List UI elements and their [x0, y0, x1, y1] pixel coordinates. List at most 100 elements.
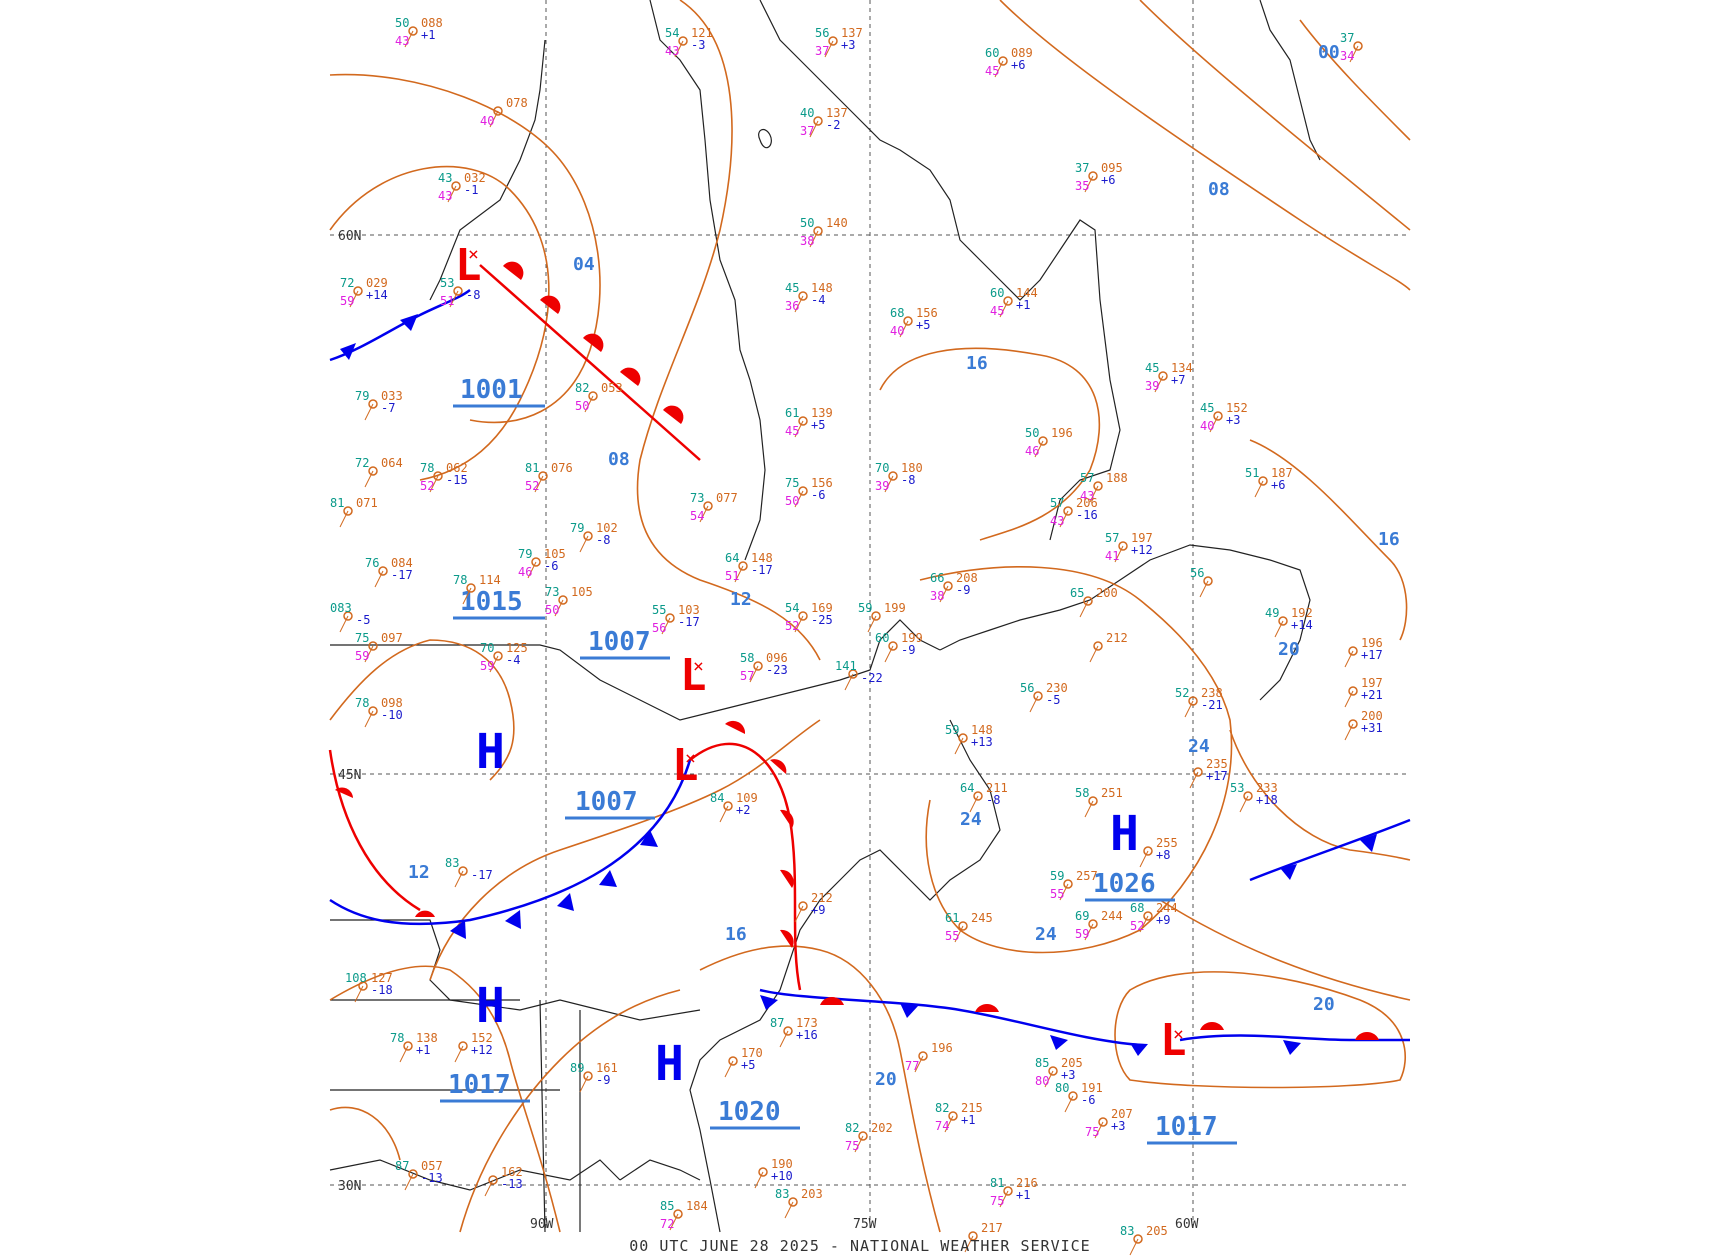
station-circle [583, 1071, 593, 1081]
station-circle [408, 26, 418, 36]
lon-label-75w: 75W [853, 1217, 877, 1232]
pressure-value: 1001 [460, 375, 523, 405]
station-pressure: 148 [811, 281, 833, 295]
low-pressure-center: L × 1017 [1147, 1015, 1237, 1145]
high-pressure-center: H [476, 724, 505, 780]
high-pressure-center: H 1020 [655, 1036, 800, 1130]
station-circle [728, 1056, 738, 1066]
station-pressure-tendency: +14 [1291, 618, 1313, 632]
station-dewpoint: 38 [800, 234, 814, 248]
station-pressure: 105 [571, 585, 593, 599]
station-circle [888, 471, 898, 481]
isobar-label: 08 [608, 449, 630, 470]
wind-barb [899, 320, 909, 338]
station-temperature: 141 [835, 659, 857, 673]
station-plot: 50 088 43 +1 [395, 16, 443, 48]
station-plot: 235+17 [1189, 757, 1228, 789]
station-temperature: 81 [990, 1176, 1004, 1190]
wind-barb [374, 570, 384, 588]
station-pressure-tendency: +5 [916, 318, 930, 332]
station-plot: 82 202 75 [845, 1121, 893, 1153]
station-pressure-tendency: -8 [901, 473, 915, 487]
station-circle [798, 486, 808, 496]
station-pressure: 156 [916, 306, 938, 320]
station-plot: 196+17 [1344, 636, 1383, 668]
station-pressure: 202 [871, 1121, 893, 1135]
wind-barb [969, 795, 979, 813]
station-pressure: 238 [1201, 686, 1223, 700]
station-circle [368, 706, 378, 716]
station-dewpoint: 59 [1075, 927, 1089, 941]
station-circle [353, 286, 363, 296]
station-pressure: 125 [506, 641, 528, 655]
station-pressure: 196 [1361, 636, 1383, 650]
station-plot: 75 156 50 -6 [785, 476, 833, 508]
station-temperature: 108 [345, 971, 367, 985]
station-temperature: 85 [1035, 1056, 1049, 1070]
station-plot: 76 084-17 [365, 556, 413, 588]
station-temperature: 81 [525, 461, 539, 475]
station-circle [958, 921, 968, 931]
station-plot: 255+8 [1139, 836, 1178, 868]
station-temperature: 59 [945, 723, 959, 737]
wind-barb [1344, 690, 1354, 708]
station-dewpoint: 80 [1035, 1074, 1049, 1088]
isobar-label: 20 [875, 1069, 897, 1090]
station-plot: 72 064 [355, 456, 403, 488]
station-temperature: 83 [445, 856, 459, 870]
station-circle [1038, 436, 1048, 446]
station-plot: 55 103 56 -17 [652, 603, 700, 635]
wind-barb [454, 1045, 464, 1063]
station-plot: 212+9 [794, 891, 833, 923]
station-pressure-tendency: +6 [1271, 478, 1285, 492]
station-plot: 78 098-10 [355, 696, 403, 728]
station-plot: 81 071 [330, 496, 378, 528]
station-plot: 45 134 39 +7 [1145, 361, 1193, 393]
station-dewpoint: 37 [815, 44, 829, 58]
wind-barb [884, 645, 894, 663]
station-plot: 54 121 43 -3 [665, 26, 713, 58]
station-circle [531, 557, 541, 567]
station-pressure-tendency: -8 [986, 793, 1000, 807]
station-pressure: 217 [981, 1221, 1003, 1235]
station-circle [1133, 1234, 1143, 1244]
wind-barb [404, 1173, 414, 1191]
wind-barb [699, 505, 709, 523]
station-plot: 87 173+16 [770, 1016, 818, 1048]
isobar-label: 12 [408, 862, 430, 883]
station-plot: 58 251 [1075, 786, 1123, 818]
station-plot: 83 -17 [445, 856, 493, 888]
station-pressure: 089 [1011, 46, 1033, 60]
station-circle [493, 651, 503, 661]
station-pressure: 033 [381, 389, 403, 403]
station-pressure: 152 [471, 1031, 493, 1045]
station-temperature: 59 [858, 601, 872, 615]
station-dewpoint: 39 [875, 479, 889, 493]
station-pressure: 212 [1106, 631, 1128, 645]
station-pressure: 140 [826, 216, 848, 230]
station-plot: 78 138+1 [390, 1031, 438, 1063]
station-temperature: 53 [440, 276, 454, 290]
station-dewpoint: 50 [785, 494, 799, 508]
station-pressure-tendency: +31 [1361, 721, 1383, 735]
station-pressure: 071 [356, 496, 378, 510]
wind-barb [794, 490, 804, 508]
station-pressure-tendency: +6 [1011, 58, 1025, 72]
station-plot: 69 244 59 [1075, 909, 1123, 941]
station-circle [1348, 686, 1358, 696]
station-temperature: 82 [935, 1101, 949, 1115]
wind-barb [884, 475, 894, 493]
station-temperature: 73 [690, 491, 704, 505]
station-dewpoint: 45 [985, 64, 999, 78]
high-pressure-center: 1015 [453, 587, 545, 620]
station-pressure: 197 [1131, 531, 1153, 545]
station-dewpoint: 46 [1025, 444, 1039, 458]
station-circle [466, 583, 476, 593]
station-plot: 196 77 [905, 1041, 953, 1073]
station-circle [1003, 296, 1013, 306]
station-plot: 83 203 [775, 1187, 823, 1219]
station-temperature: 89 [570, 1061, 584, 1075]
station-pressure-tendency: +9 [1156, 913, 1170, 927]
station-temperature: 84 [710, 791, 724, 805]
station-pressure: 095 [1101, 161, 1123, 175]
